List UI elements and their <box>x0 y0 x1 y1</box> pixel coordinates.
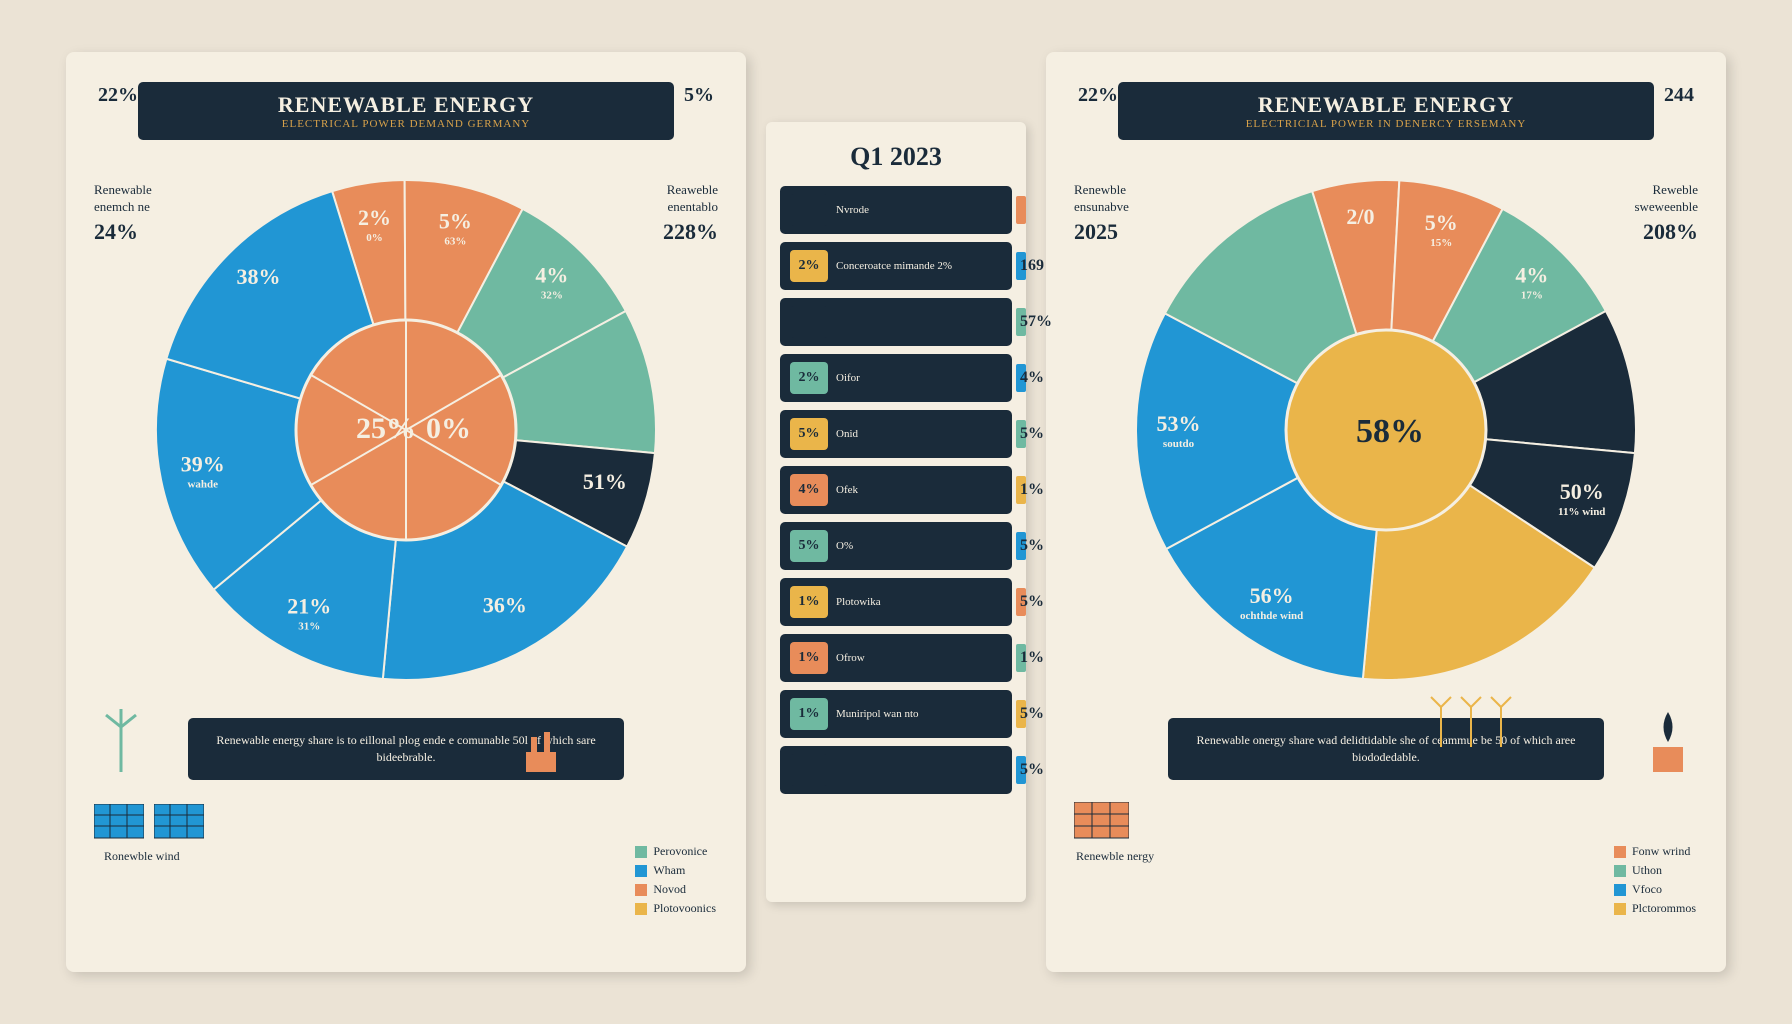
middle-row: 57% <box>780 298 1012 346</box>
center-label-a: 25% <box>356 412 416 445</box>
bottom-left-label: Ronewble wind <box>104 849 180 864</box>
corner-top-right-r: 244 <box>1664 84 1694 107</box>
middle-row: 4% Ofek 1% <box>780 466 1012 514</box>
middle-row: 5% Onid 5% <box>780 410 1012 458</box>
svg-text:wahde: wahde <box>187 479 218 491</box>
middle-row: 1% Ofrow 1% <box>780 634 1012 682</box>
middle-panel: Q1 2023 Nvrode 2% Conceroatce mimande 2%… <box>766 122 1026 902</box>
svg-text:31%: 31% <box>298 621 320 633</box>
svg-text:11% wind: 11% wind <box>1558 506 1605 518</box>
middle-row: 2% Conceroatce mimande 2% 169 <box>780 242 1012 290</box>
wind-turbine-icon <box>96 707 146 777</box>
middle-row: Nvrode <box>780 186 1012 234</box>
legend-item: Uthon <box>1614 863 1696 878</box>
svg-text:51%: 51% <box>583 469 627 494</box>
left-panel: 22% 5% RENEWABLE ENERGY ELECTRICAL POWER… <box>66 52 746 972</box>
middle-row: 1% Muniripol wan nto 5% <box>780 690 1012 738</box>
svg-text:32%: 32% <box>541 289 563 301</box>
legend-left: Perovonice Wham Novod Plotovoonics <box>635 844 716 920</box>
svg-text:ochthde wind: ochthde wind <box>1240 610 1303 622</box>
plant-icon <box>516 717 566 777</box>
middle-row: 5% O% 5% <box>780 522 1012 570</box>
svg-text:21%: 21% <box>287 594 331 619</box>
svg-text:17%: 17% <box>1521 289 1543 301</box>
corner-top-right: 5% <box>684 84 714 107</box>
corner-top-left: 22% <box>98 84 138 107</box>
svg-text:0%: 0% <box>366 232 383 244</box>
right-pie-chart: 2/0 5% 15% 4% 17% 50% 11% wind 56% ochthde wind 5… <box>1126 170 1646 690</box>
solar-panels-icon <box>94 804 204 842</box>
svg-text:4%: 4% <box>1515 262 1548 287</box>
legend-item: Fonw wrind <box>1614 844 1696 859</box>
right-panel: 22% 244 RENEWABLE ENERGY ELECTRICIAL POW… <box>1046 52 1726 972</box>
legend-item: Plotovoonics <box>635 901 716 916</box>
middle-title: Q1 2023 <box>780 142 1012 172</box>
solar-panel-icon-r <box>1074 802 1129 842</box>
caption-right: Renewable onergy share wad delidtidable … <box>1168 718 1605 780</box>
title-main: RENEWABLE ENERGY <box>154 92 659 118</box>
middle-row: 1% Plotowika 5% <box>780 578 1012 626</box>
svg-text:56%: 56% <box>1250 583 1294 608</box>
pie-svg-right: 2/0 5% 15% 4% 17% 50% 11% wind 56% ochthde wind 5… <box>1126 170 1646 690</box>
bottom-left-label-r: Renewble nergy <box>1076 849 1154 864</box>
svg-text:soutdo: soutdo <box>1163 438 1195 450</box>
legend-right: Fonw wrind Uthon Vfoco Plctorommos <box>1614 844 1696 920</box>
svg-text:53%: 53% <box>1157 411 1201 436</box>
legend-item: Novod <box>635 882 716 897</box>
legend-item: Perovonice <box>635 844 716 859</box>
center-label-b: 0% <box>426 412 471 445</box>
legend-item: Wham <box>635 863 716 878</box>
left-pie-chart: 2% 0% 5% 63% 4% 32% 51% 36% 21% 31% 39% wahde 38% 25… <box>146 170 666 690</box>
title-sub-r: ELECTRICIAL POWER IN DENERCY ERSEMANY <box>1134 118 1639 130</box>
center-label-r: 58% <box>1356 413 1424 450</box>
svg-text:39%: 39% <box>181 452 225 477</box>
svg-text:50%: 50% <box>1560 479 1604 504</box>
svg-text:4%: 4% <box>535 262 568 287</box>
legend-item: Plctorommos <box>1614 901 1696 916</box>
flame-plant-icon <box>1641 707 1696 777</box>
title-bar-left: RENEWABLE ENERGY ELECTRICAL POWER DEMAND… <box>138 82 675 140</box>
pie-svg-left: 2% 0% 5% 63% 4% 32% 51% 36% 21% 31% 39% wahde 38% 25… <box>146 170 666 690</box>
title-bar-right: RENEWABLE ENERGY ELECTRICIAL POWER IN DE… <box>1118 82 1655 140</box>
middle-row: 5% <box>780 746 1012 794</box>
svg-text:2%: 2% <box>358 205 391 230</box>
title-main-r: RENEWABLE ENERGY <box>1134 92 1639 118</box>
middle-row: 2% Oifor 4% <box>780 354 1012 402</box>
svg-text:2/0: 2/0 <box>1346 204 1374 229</box>
svg-text:5%: 5% <box>439 208 472 233</box>
turbines-icon <box>1426 692 1516 752</box>
svg-text:15%: 15% <box>1430 237 1452 249</box>
corner-top-left-r: 22% <box>1078 84 1118 107</box>
title-sub: ELECTRICAL POWER DEMAND GERMANY <box>154 118 659 130</box>
svg-text:38%: 38% <box>236 264 280 289</box>
svg-text:63%: 63% <box>444 235 466 247</box>
legend-item: Vfoco <box>1614 882 1696 897</box>
svg-text:5%: 5% <box>1425 210 1458 235</box>
svg-text:36%: 36% <box>483 592 527 617</box>
